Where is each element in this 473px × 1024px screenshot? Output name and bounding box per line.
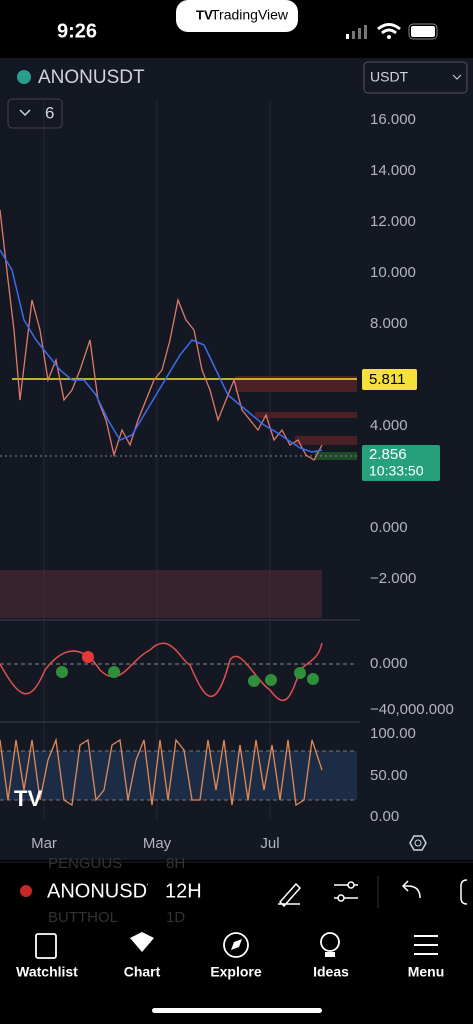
nav-label[interactable]: Menu <box>408 964 445 980</box>
stoch-tick-label: 50.00 <box>370 767 408 784</box>
current-price-box <box>362 445 440 481</box>
price-tick-label: 16.000 <box>370 111 416 128</box>
ghost-symbol: BUTTHOL <box>48 909 118 926</box>
chevron <box>452 74 462 80</box>
currency: USDT <box>370 69 409 85</box>
price-tick-label: 10.000 <box>370 264 416 281</box>
status-time: 9:26 <box>57 20 97 42</box>
explore-needle <box>231 939 242 950</box>
more[interactable] <box>460 879 468 905</box>
symbol-icon <box>17 70 31 84</box>
ideas-icon <box>320 932 340 952</box>
price-tick-label: 14.000 <box>370 162 416 179</box>
stoch-band <box>0 751 357 800</box>
nav-label[interactable]: Explore <box>210 964 262 980</box>
grid <box>43 100 271 820</box>
ideas-base <box>325 952 335 957</box>
price-tick-label: 4.000 <box>370 417 408 434</box>
home-indicator <box>152 1008 322 1013</box>
time-tick-label: May <box>143 835 172 852</box>
stoch-tick-label: 100.00 <box>370 725 416 742</box>
osc-tick-label: −40,000.000 <box>370 701 454 718</box>
ghost-interval: 8H <box>166 855 185 872</box>
symbol-dot <box>20 885 32 897</box>
currency-select[interactable] <box>363 61 468 94</box>
chart-icon <box>130 932 154 952</box>
stoch-tick-label: 0.00 <box>370 808 399 825</box>
app-pill <box>176 0 298 32</box>
toolbar-symbol[interactable]: ANONUSDT <box>47 880 159 902</box>
oscillator <box>0 642 323 702</box>
toggle-chevron <box>19 109 31 117</box>
nav-label[interactable]: Chart <box>124 964 161 980</box>
price <box>0 209 323 461</box>
time-tick-label: Jul <box>260 835 279 852</box>
price-tick-label: 12.000 <box>370 213 416 230</box>
watchlist-icon <box>35 933 57 959</box>
symbol[interactable]: ANONUSDT <box>38 67 145 88</box>
ghost-interval: 1D <box>166 909 185 926</box>
current-price: 2.856 <box>369 446 407 463</box>
settings[interactable] <box>409 835 427 851</box>
indicator-count: 6 <box>45 103 54 122</box>
line-price: 5.811 <box>369 371 405 388</box>
chart-logo: TV <box>14 786 42 811</box>
toolbar-interval[interactable]: 12H <box>165 880 202 902</box>
explore-icon <box>223 932 249 958</box>
osc-tick-label: 0.000 <box>370 655 408 672</box>
time-tick-label: Mar <box>31 835 57 852</box>
indicators-toggle[interactable] <box>7 98 63 129</box>
signal-dots <box>56 651 319 687</box>
wifi <box>377 23 401 35</box>
draw-tool[interactable] <box>278 882 302 908</box>
ghost-symbol: PENGUUS <box>48 855 122 872</box>
price-tick-label: 8.000 <box>370 315 408 332</box>
battery-level <box>411 26 435 37</box>
indicators-tool[interactable] <box>334 881 358 902</box>
nav-label[interactable]: Watchlist <box>16 964 78 980</box>
price-tick-label: −2.000 <box>370 570 416 587</box>
undo[interactable] <box>401 880 421 899</box>
tv-logo: TV <box>196 7 213 22</box>
price-tick-label: 0.000 <box>370 519 408 536</box>
stoch-line <box>0 737 323 807</box>
line-price-box <box>362 369 417 390</box>
app-name: TradingView <box>211 7 289 23</box>
settings-core <box>414 839 422 847</box>
countdown: 10:33:50 <box>369 463 424 479</box>
volume <box>0 570 322 618</box>
moving-average <box>0 249 323 453</box>
battery <box>408 23 438 40</box>
wifi-dot <box>387 35 391 39</box>
nav-label[interactable]: Ideas <box>313 964 349 980</box>
signal <box>346 25 367 39</box>
menu-icon <box>414 935 438 955</box>
